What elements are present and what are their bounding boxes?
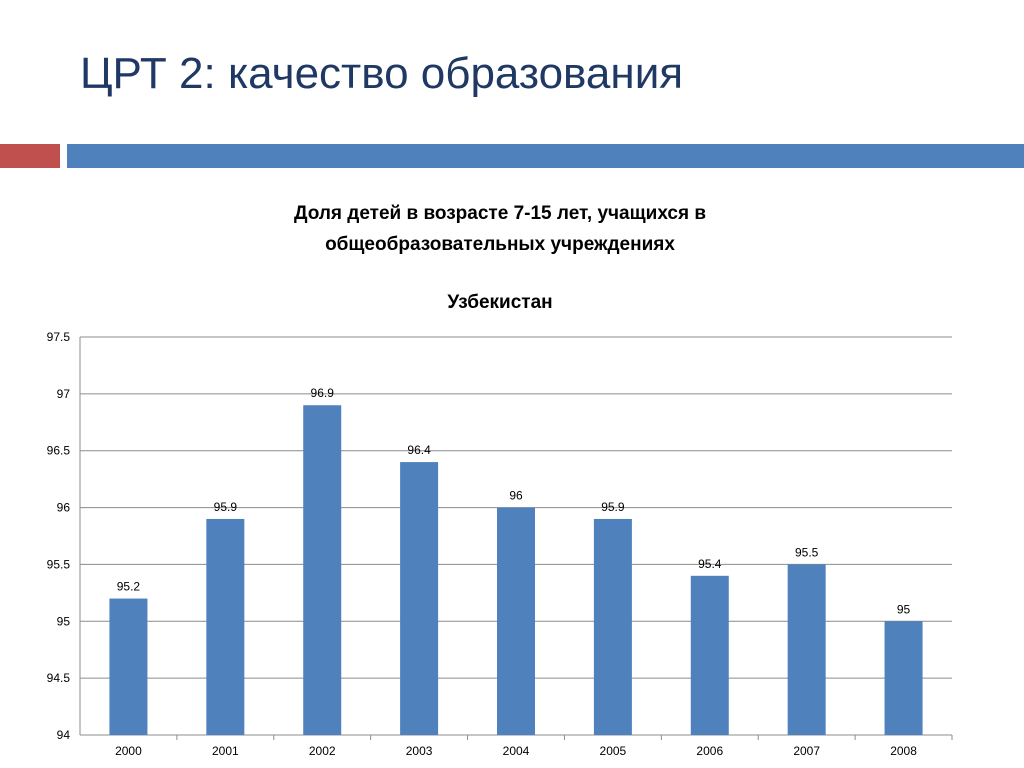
bar-2005 — [593, 518, 632, 735]
data-label: 96 — [509, 489, 523, 503]
bar-2000 — [109, 598, 148, 735]
x-tick-label: 2007 — [793, 744, 820, 758]
x-tick-label: 2008 — [890, 744, 917, 758]
x-tick-label: 2002 — [309, 744, 336, 758]
y-tick-label: 95 — [57, 614, 71, 628]
data-label: 95.9 — [214, 500, 238, 514]
data-label: 95.9 — [601, 500, 625, 514]
accent-bar-red — [0, 144, 60, 168]
y-tick-label: 95.5 — [47, 557, 71, 571]
data-label: 95.4 — [698, 557, 722, 571]
x-tick-label: 2003 — [406, 744, 433, 758]
bar-2007 — [787, 564, 826, 735]
slide-title: ЦРТ 2: качество образования — [80, 49, 684, 98]
data-label: 95.5 — [795, 545, 819, 559]
bar-2004 — [497, 507, 535, 735]
y-tick-label: 97.5 — [47, 330, 71, 344]
accent-bar-blue — [67, 144, 1024, 168]
chart-subtitle: Узбекистан — [447, 292, 553, 313]
x-tick-label: 2006 — [696, 744, 723, 758]
bar-2001 — [206, 518, 245, 735]
chart-title: Доля детей в возрасте 7-15 лет, учащихся… — [293, 203, 707, 255]
data-label: 96.9 — [311, 386, 335, 400]
bar-2008 — [884, 621, 923, 735]
y-tick-label: 94 — [57, 728, 71, 742]
x-tick-label: 2005 — [600, 744, 627, 758]
x-tick-label: 2004 — [503, 744, 530, 758]
x-tick-label: 2001 — [212, 744, 239, 758]
y-tick-label: 96.5 — [47, 444, 71, 458]
data-label: 95 — [897, 602, 911, 616]
data-label: 96.4 — [407, 443, 431, 457]
y-tick-label: 97 — [57, 387, 71, 401]
bar-2003 — [400, 462, 439, 735]
bar-2002 — [303, 405, 342, 735]
bar-2006 — [690, 575, 729, 735]
x-tick-label: 2000 — [115, 744, 142, 758]
y-tick-label: 96 — [57, 501, 71, 515]
y-tick-label: 94.5 — [47, 671, 71, 685]
data-label: 95.2 — [117, 580, 141, 594]
